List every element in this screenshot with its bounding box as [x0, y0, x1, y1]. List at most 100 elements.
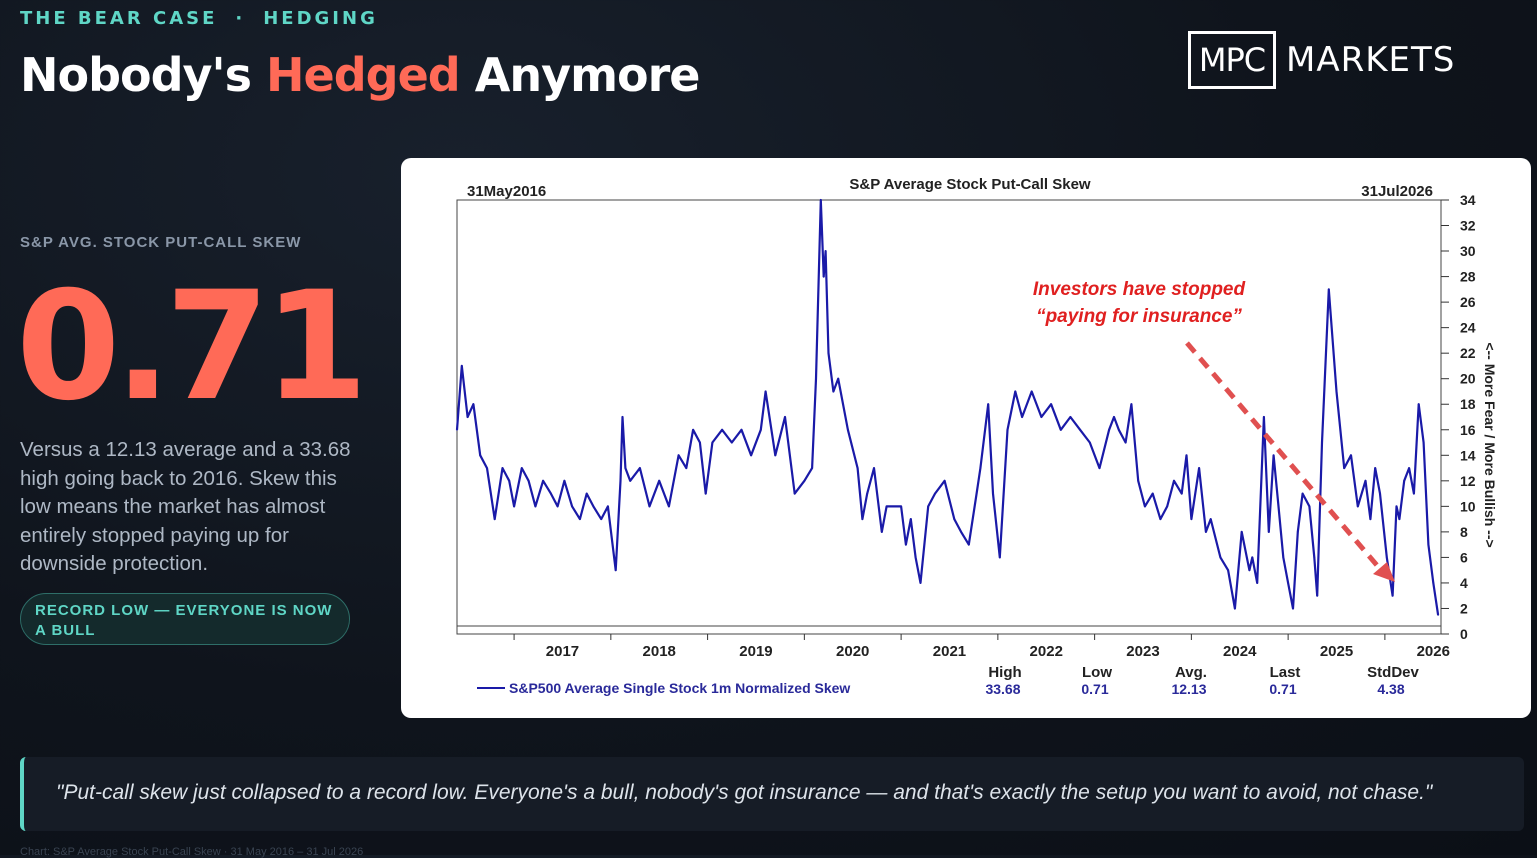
data-point: [579, 518, 581, 520]
data-point: [960, 531, 962, 533]
data-point: [1059, 428, 1062, 431]
y-tick-label: 20: [1460, 371, 1476, 387]
x-tick-label: 2023: [1126, 643, 1159, 660]
data-point: [967, 543, 970, 546]
data-point: [1108, 428, 1110, 431]
y-tick-label: 2: [1460, 600, 1468, 616]
skew-chart: S&P Average Stock Put-Call Skew 31May201…: [455, 176, 1498, 697]
stat-value: 4.38: [1377, 681, 1404, 697]
data-point: [1408, 467, 1410, 469]
data-point: [1374, 467, 1377, 469]
data-point: [1117, 428, 1120, 431]
data-point: [880, 531, 883, 533]
x-tick-label: 2022: [1030, 643, 1063, 660]
y-tick-label: 22: [1460, 345, 1476, 361]
data-point: [987, 403, 990, 406]
chart-title: S&P Average Stock Put-Call Skew: [849, 176, 1091, 193]
data-point: [1240, 531, 1243, 533]
data-point: [1427, 543, 1430, 546]
stat-name: Low: [1082, 664, 1112, 681]
y-tick-label: 26: [1460, 294, 1476, 310]
data-point: [998, 556, 1001, 559]
footer-caption: Chart: S&P Average Stock Put-Call Skew ·…: [20, 846, 364, 858]
data-point: [648, 505, 651, 508]
data-point: [1369, 518, 1372, 520]
data-point: [677, 454, 680, 457]
data-point: [556, 505, 559, 508]
data-point: [1185, 454, 1188, 457]
data-point: [1437, 614, 1439, 616]
data-point: [819, 199, 822, 201]
data-point: [943, 479, 946, 482]
data-point: [1398, 518, 1401, 520]
stat-value: 0.71: [1269, 681, 1296, 697]
data-point: [542, 479, 544, 482]
kicker-topic: HEDGING: [263, 8, 378, 29]
data-point: [837, 377, 840, 380]
y-tick-label: 0: [1460, 626, 1468, 642]
data-point: [824, 250, 827, 252]
data-point: [1350, 454, 1352, 457]
data-point: [1327, 288, 1330, 291]
data-point: [822, 275, 825, 278]
data-point: [832, 390, 835, 393]
data-point: [1050, 403, 1052, 406]
data-point: [793, 492, 796, 495]
data-point: [1219, 556, 1222, 559]
data-point: [520, 467, 523, 469]
data-point: [508, 479, 511, 482]
x-tick-label: 2026: [1417, 643, 1450, 660]
data-point: [711, 441, 714, 444]
data-point: [1088, 441, 1091, 444]
data-point: [803, 479, 806, 482]
data-point: [934, 492, 936, 495]
data-point: [456, 428, 458, 431]
x-tick-label: 2017: [546, 643, 579, 660]
data-point: [1308, 505, 1311, 508]
y-tick-label: 10: [1460, 498, 1476, 514]
data-point: [1301, 492, 1304, 495]
data-point: [493, 518, 496, 520]
data-point: [1356, 505, 1359, 508]
logo-word: MARKETS: [1286, 40, 1456, 80]
x-tick-label: 2020: [836, 643, 869, 660]
data-point: [1098, 467, 1101, 469]
data-point: [1422, 441, 1425, 444]
data-point: [1391, 594, 1394, 597]
y-tick-label: 12: [1460, 473, 1476, 489]
stat-name: High: [988, 664, 1021, 681]
series-line: [455, 198, 1440, 616]
data-point: [975, 492, 978, 495]
y-tick-label: 30: [1460, 243, 1476, 259]
x-tick-label: 2018: [643, 643, 676, 660]
data-point: [1296, 531, 1299, 533]
data-point: [668, 505, 670, 508]
data-point: [927, 505, 930, 508]
data-point: [550, 492, 552, 495]
data-point: [629, 479, 632, 482]
data-point: [1248, 569, 1251, 572]
kicker-separator: ·: [235, 8, 246, 29]
annotation-text: “paying for insurance”: [1036, 306, 1242, 327]
chart-ylabel: <-- More Fear / More Bullish -->: [1482, 342, 1498, 547]
data-point: [764, 390, 767, 393]
x-tick-label: 2025: [1320, 643, 1353, 660]
y-tick-label: 8: [1460, 524, 1468, 540]
y-tick-label: 14: [1460, 447, 1476, 463]
data-point: [1335, 390, 1338, 393]
data-point: [774, 454, 777, 457]
data-point: [592, 505, 595, 508]
data-point: [1417, 403, 1420, 406]
quote-text: "Put-call skew just collapsed to a recor…: [56, 781, 1433, 804]
data-point: [619, 479, 622, 482]
y-tick-label: 18: [1460, 396, 1476, 412]
data-point: [501, 467, 504, 469]
data-point: [472, 403, 475, 406]
pull-quote: "Put-call skew just collapsed to a recor…: [20, 757, 1524, 831]
logo-mark: MPC: [1188, 31, 1276, 89]
y-tick-label: 28: [1460, 269, 1476, 285]
data-point: [1130, 403, 1133, 406]
data-point: [1069, 416, 1072, 418]
title-highlight: Hedged: [266, 48, 461, 102]
data-point: [699, 441, 701, 444]
